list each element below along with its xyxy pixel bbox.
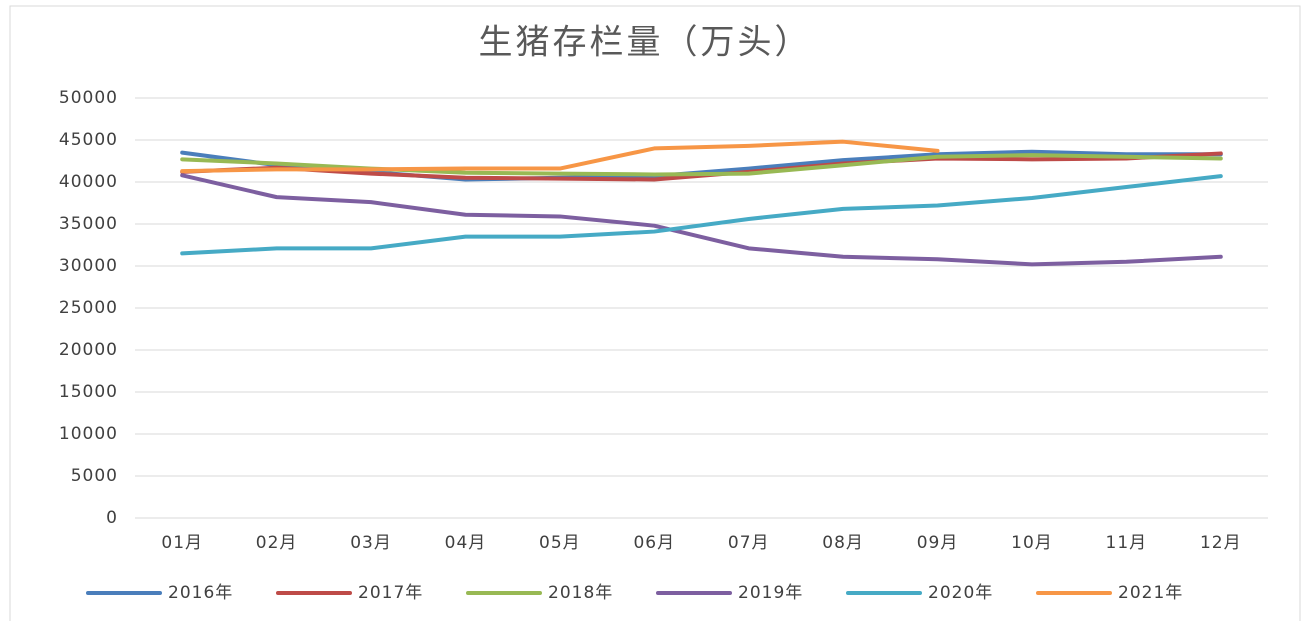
x-tick-label: 06月 xyxy=(633,533,675,553)
x-tick-label: 04月 xyxy=(445,533,487,553)
x-tick-label: 09月 xyxy=(917,533,959,553)
legend-label: 2020年 xyxy=(928,583,993,603)
x-tick-label: 08月 xyxy=(822,533,864,553)
y-tick-label: 35000 xyxy=(59,214,118,234)
y-tick-label: 30000 xyxy=(59,256,118,276)
x-tick-label: 10月 xyxy=(1011,533,1053,553)
x-tick-label: 07月 xyxy=(728,533,770,553)
chart-title: 生猪存栏量（万头） xyxy=(479,23,812,63)
y-tick-label: 20000 xyxy=(59,340,118,360)
chart-border xyxy=(9,5,1301,621)
y-tick-label: 25000 xyxy=(59,298,118,318)
x-tick-label: 05月 xyxy=(539,533,581,553)
series-line xyxy=(180,174,1223,256)
y-tick-label: 10000 xyxy=(59,424,118,444)
x-tick-label: 11月 xyxy=(1106,533,1148,553)
legend-label: 2019年 xyxy=(738,583,803,603)
y-tick-label: 5000 xyxy=(71,466,118,486)
legend-label: 2021年 xyxy=(1118,583,1183,603)
x-tick-label: 02月 xyxy=(256,533,298,553)
x-tick-label: 03月 xyxy=(350,533,392,553)
series-line xyxy=(180,173,1223,267)
x-tick-label: 01月 xyxy=(161,533,203,553)
legend-label: 2016年 xyxy=(168,583,233,603)
legend-label: 2018年 xyxy=(548,583,613,603)
y-tick-label: 40000 xyxy=(59,172,118,192)
y-tick-label: 15000 xyxy=(59,382,118,402)
y-tick-label: 50000 xyxy=(59,88,118,108)
x-tick-label: 12月 xyxy=(1200,533,1242,553)
y-tick-label: 0 xyxy=(106,508,118,528)
y-tick-label: 45000 xyxy=(59,130,118,150)
legend-label: 2017年 xyxy=(358,583,423,603)
series-line xyxy=(180,139,940,174)
